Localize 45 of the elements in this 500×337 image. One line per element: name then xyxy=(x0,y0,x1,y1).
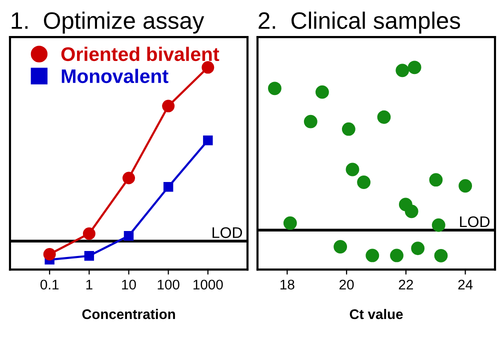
x-tick-label: 100 xyxy=(158,280,180,290)
chart-title: 1. Optimize assay xyxy=(12,12,204,34)
legend-label: Oriented bivalent xyxy=(61,46,220,62)
x-tick-label: 24 xyxy=(458,280,473,290)
point xyxy=(163,182,174,192)
point xyxy=(434,248,448,262)
x-tick-label: 18 xyxy=(280,280,294,290)
point xyxy=(366,248,380,262)
x-tick-label: 10 xyxy=(122,280,136,290)
point xyxy=(390,248,404,262)
point xyxy=(432,218,446,232)
point xyxy=(458,179,472,193)
point xyxy=(342,122,356,136)
ref-line-label: LOD xyxy=(460,216,490,228)
point xyxy=(408,60,422,74)
point xyxy=(404,204,418,218)
point xyxy=(334,240,348,254)
point xyxy=(316,85,329,99)
point xyxy=(377,110,391,124)
x-tick-label: 1 xyxy=(86,280,92,290)
point xyxy=(124,230,134,241)
point xyxy=(283,216,297,230)
point xyxy=(122,172,135,184)
point xyxy=(304,114,318,128)
x-tick-label: 22 xyxy=(398,280,413,290)
ref-line-label: LOD xyxy=(212,227,242,238)
chart-title: 2. Clinical samples xyxy=(258,12,460,34)
point xyxy=(346,162,360,176)
point xyxy=(429,173,443,187)
point xyxy=(396,64,410,78)
point xyxy=(411,242,425,256)
legend-label: Monovalent xyxy=(62,68,168,84)
point xyxy=(84,250,94,261)
point xyxy=(43,248,56,260)
point xyxy=(357,176,370,189)
point xyxy=(203,136,213,146)
point xyxy=(82,227,96,240)
x-axis-title: Ct value xyxy=(350,308,403,320)
x-tick-label: 20 xyxy=(340,280,354,290)
x-tick-label: 1000 xyxy=(194,280,223,290)
point xyxy=(162,100,175,112)
point xyxy=(202,61,214,74)
x-tick-label: 0.1 xyxy=(40,280,59,290)
point xyxy=(268,82,282,96)
x-axis-title: Concentration xyxy=(82,308,175,320)
